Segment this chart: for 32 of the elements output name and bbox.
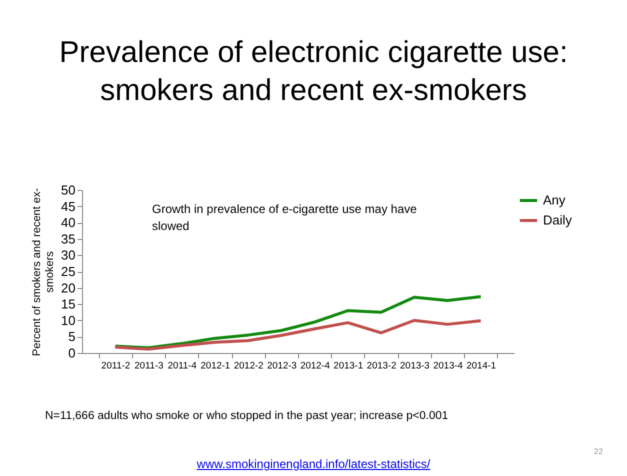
y-tick-label: 35 — [61, 231, 76, 246]
y-tick-label: 5 — [68, 329, 76, 344]
x-tick-label: 2012-2 — [234, 360, 264, 372]
y-tick-label: 45 — [61, 198, 76, 214]
legend-label: Any — [543, 192, 566, 208]
y-tick-label: 0 — [68, 346, 76, 360]
x-tick-label: 2011-4 — [168, 360, 197, 372]
chart-title: Prevalence of electronic cigarette use: smokers and recent ex-smokers — [58, 35, 569, 109]
x-tick-label: 2013-4 — [433, 360, 463, 372]
line-series — [114, 318, 482, 351]
y-tick-label: 40 — [61, 215, 76, 230]
x-tick-label: 2013-3 — [400, 360, 430, 372]
x-tick-label: 2014-1 — [466, 360, 496, 372]
x-tick-label: 2012-4 — [300, 360, 330, 372]
x-tick-label: 2012-3 — [267, 360, 297, 372]
y-tick-label: 30 — [61, 248, 76, 263]
y-tick-label: 15 — [61, 296, 76, 312]
x-tick-label: 2011-2 — [101, 360, 130, 372]
text: www.smokinginengland.info/latest-statistics/ — [196, 457, 432, 471]
y-tick-label: 25 — [61, 264, 76, 279]
x-tick-label: 2011-3 — [134, 360, 164, 372]
x-tick-label: 2013-2 — [366, 360, 396, 372]
y-tick-label: 20 — [61, 280, 76, 296]
text: N=11,666 adults who smoke or who stopped in the past year; increase p<0.001 — [45, 410, 448, 422]
legend-label: Daily — [543, 212, 572, 228]
x-tick-label: 2012-1 — [200, 360, 230, 372]
y-tick-label: 50 — [61, 182, 76, 198]
text: 22 — [594, 447, 603, 456]
y-axis-title: Percent of smokers and recent ex-smokers — [31, 188, 56, 356]
x-tick-label: 2013-1 — [334, 360, 364, 372]
y-tick-label: 10 — [61, 312, 76, 328]
annotation: Growth in prevalence of e-cigarette use may have slowed — [152, 202, 418, 233]
